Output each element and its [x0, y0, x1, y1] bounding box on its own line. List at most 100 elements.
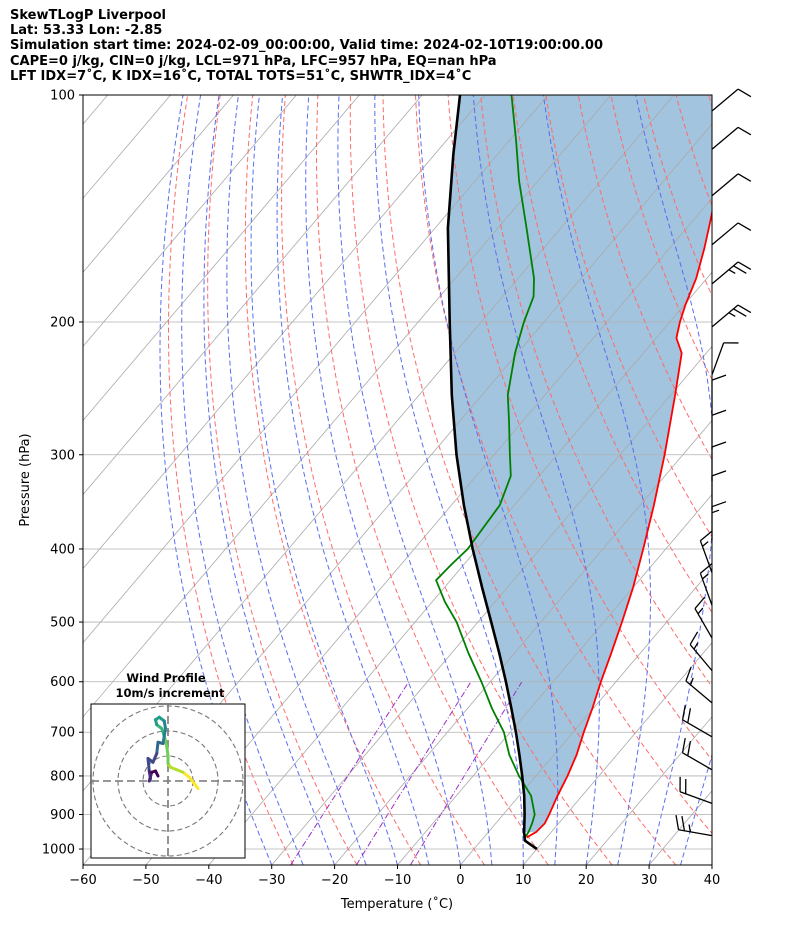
y-tick-label: 700	[50, 726, 75, 741]
isotherm-line	[334, 419, 712, 865]
isotherm-line	[460, 568, 712, 865]
hodograph-inset: Wind Profile 10m/s increment	[90, 671, 246, 859]
wind-barb	[694, 596, 713, 639]
stability-indices-line: LFT IDX=7˚C, K IDX=16˚C, TOTAL TOTS=51˚C…	[10, 68, 472, 84]
wind-barb	[681, 738, 713, 771]
hodograph-title: Wind Profile	[126, 671, 206, 685]
isotherm-line	[397, 493, 712, 865]
moist-adiabat	[203, 95, 336, 865]
isotherm-line	[522, 642, 712, 865]
x-tick-label: −40	[195, 873, 222, 888]
x-tick-label: 20	[578, 873, 595, 888]
dry-adiabat	[315, 95, 549, 865]
wind-barb	[711, 88, 752, 112]
y-tick-label: 400	[50, 542, 75, 557]
dry-adiabat	[244, 95, 422, 865]
wind-barb	[711, 173, 752, 197]
hodograph-segment	[147, 770, 154, 783]
moist-adiabat	[635, 95, 712, 865]
y-tick-label: 200	[50, 315, 75, 330]
isotherm-line	[585, 716, 712, 865]
x-tick-label: −20	[321, 873, 348, 888]
wind-barb	[711, 374, 727, 415]
x-tick-label: 10	[515, 873, 532, 888]
temperature-line	[526, 208, 712, 839]
dry-adiabat	[774, 95, 794, 865]
x-tick-label: 40	[704, 873, 721, 888]
dry-adiabat	[708, 95, 712, 109]
moist-adiabat	[250, 95, 398, 865]
convection-params-line: CAPE=0 j/kg, CIN=0 j/kg, LCL=971 hPa, LF…	[10, 53, 497, 69]
isotherm-line	[145, 197, 712, 865]
isotherm-line	[83, 95, 423, 496]
dry-adiabats	[168, 95, 794, 865]
wind-barb	[699, 563, 713, 606]
x-tick-label: −30	[258, 873, 285, 888]
moist-adiabat	[337, 95, 493, 865]
wind-barb	[679, 776, 713, 805]
location-line: Lat: 53.33 Lon: -2.85	[10, 23, 163, 39]
moist-adiabat	[181, 95, 304, 865]
dry-adiabat	[512, 95, 712, 614]
chart-header: SkewTLogP Liverpool Lat: 53.33 Lon: -2.8…	[10, 8, 603, 84]
dry-adiabat	[207, 95, 358, 865]
sounding-lines	[435, 95, 712, 851]
moist-adiabat	[542, 95, 651, 865]
wind-barb	[711, 126, 752, 150]
dry-adiabat	[382, 95, 677, 865]
hodograph-segment	[154, 769, 160, 778]
moist-adiabat	[276, 95, 430, 865]
dry-adiabat	[415, 95, 712, 834]
dry-adiabat	[545, 95, 712, 538]
y-tick-label: 100	[50, 89, 75, 104]
dry-adiabat	[168, 95, 294, 865]
dry-adiabat	[281, 95, 485, 865]
wind-barb	[681, 705, 713, 738]
wind-barb	[699, 530, 713, 573]
isotherm-line	[271, 345, 712, 865]
moist-adiabat	[374, 95, 524, 865]
hodograph-segment	[151, 752, 159, 764]
wind-barb	[689, 631, 713, 672]
wind-barb	[711, 342, 739, 376]
moist-adiabat	[472, 95, 600, 865]
isotherm-line	[83, 95, 234, 273]
wind-barb	[685, 666, 713, 704]
y-axis-label: Pressure (hPa)	[18, 433, 33, 526]
y-tick-label: 1000	[42, 843, 75, 858]
dry-adiabat	[480, 95, 712, 688]
isotherm-line	[208, 271, 712, 865]
hodograph-segment	[165, 744, 170, 758]
dry-adiabat	[447, 95, 712, 761]
isotherm-line	[83, 95, 612, 718]
wind-barb	[711, 501, 727, 541]
wind-barb	[711, 304, 752, 328]
isotherm-line	[775, 95, 794, 865]
y-tick-label: 800	[50, 769, 75, 784]
wind-barb	[711, 261, 752, 285]
moist-adiabat	[226, 95, 367, 865]
x-axis-label: Temperature (˚C)	[340, 896, 453, 912]
y-tick-label: 300	[50, 448, 75, 463]
x-tick-label: −10	[384, 873, 411, 888]
moist-adiabats	[159, 95, 712, 865]
hodograph-segment	[155, 740, 160, 755]
x-tick-label: −60	[69, 873, 96, 888]
isotherm-line	[711, 864, 712, 865]
parcel-line	[446, 95, 538, 851]
time-line: Simulation start time: 2024-02-09_00:00:…	[10, 38, 603, 54]
y-tick-label: 600	[50, 675, 75, 690]
mixing-ratio-line	[355, 681, 472, 865]
hodograph-subtitle: 10m/s increment	[116, 686, 225, 700]
x-tick-label: −50	[132, 873, 159, 888]
chart-title: SkewTLogP Liverpool	[10, 8, 166, 23]
isotherm-line	[83, 95, 297, 347]
dry-adiabat	[741, 95, 794, 865]
y-tick-label: 500	[50, 616, 75, 631]
moist-adiabat	[711, 863, 712, 865]
isotherm-line	[83, 95, 486, 570]
dry-adiabat	[349, 95, 613, 865]
moist-adiabat	[159, 95, 273, 865]
mixing-ratio-line	[290, 681, 410, 865]
